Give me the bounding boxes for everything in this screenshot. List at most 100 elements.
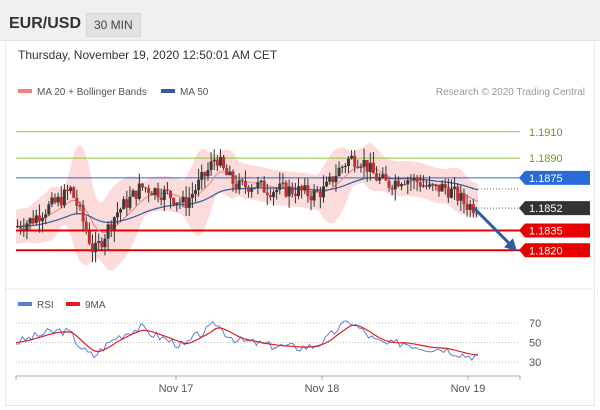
candle-body: [153, 188, 157, 196]
candle-body: [69, 187, 73, 192]
candle-body: [474, 213, 478, 215]
candle-body: [200, 172, 204, 180]
candle-body: [465, 203, 469, 210]
candle-body: [293, 193, 297, 196]
candle-body: [378, 177, 382, 181]
forecast-arrow: [472, 207, 517, 252]
candle-body: [297, 186, 301, 196]
candle-body: [190, 193, 194, 198]
candle-body: [471, 204, 475, 214]
candle-body: [284, 182, 288, 197]
candle-body: [331, 176, 335, 183]
level-label: 1.1875: [529, 173, 563, 185]
candle-body: [350, 155, 354, 159]
candle-body: [412, 177, 416, 181]
candle-body: [119, 209, 123, 213]
candle-body: [75, 197, 79, 206]
candle-body: [66, 189, 70, 192]
candle-body: [318, 191, 322, 198]
candle-body: [262, 180, 266, 193]
candle-body: [144, 187, 148, 189]
candle-body: [181, 196, 185, 203]
candle-body: [134, 190, 138, 199]
copyright-text: Research © 2020 Trading Central: [436, 87, 585, 98]
candle-body: [137, 183, 141, 199]
candle-body: [353, 155, 357, 167]
candle-body: [359, 166, 363, 168]
candle-body: [253, 187, 257, 189]
rsi-level-label: 30: [529, 357, 541, 369]
candle-body: [122, 199, 126, 210]
candle-body: [209, 161, 213, 170]
candle-body: [187, 197, 191, 208]
candle-body: [346, 158, 350, 167]
bollinger-band-fill: [16, 143, 478, 271]
candle-body: [112, 217, 116, 231]
candle-body: [453, 186, 457, 189]
rsi-level-label: 50: [529, 338, 541, 350]
candle-body: [265, 192, 269, 196]
candle-body: [325, 181, 329, 187]
candle-body: [428, 184, 432, 187]
candle-body: [28, 218, 32, 224]
chart-header: EUR/USD 30 MIN: [0, 0, 600, 41]
candle-body: [109, 224, 113, 231]
candle-body: [56, 196, 60, 203]
candle-body: [147, 188, 151, 193]
chart-timestamp: Thursday, November 19, 2020 12:50:01 AM …: [18, 48, 278, 62]
level-tag: [519, 170, 590, 185]
rsi-level-label: 70: [529, 318, 541, 330]
candle-body: [94, 242, 98, 253]
rsi-indicator: 70 50 30: [15, 318, 541, 369]
timeframe-badge[interactable]: 30 MIN: [86, 13, 141, 37]
price-level-tags: 1.1910 1.1890 1.1875 1.1852 1.1835 1.1820: [519, 127, 590, 258]
price-level-lines: [16, 131, 520, 252]
candle-body: [243, 181, 247, 188]
candle-body: [259, 180, 263, 183]
candle-body: [81, 205, 85, 222]
candle-body: [175, 202, 179, 205]
ma50-legend-label: MA 50: [180, 87, 209, 98]
candle-body: [418, 181, 422, 187]
candle-body: [375, 173, 379, 181]
time-axis-labels: Nov 17 Nov 18 Nov 19: [159, 376, 485, 395]
candle-body: [237, 180, 241, 190]
candle-body: [362, 159, 366, 167]
candle-body: [431, 184, 435, 186]
candle-body: [178, 202, 182, 204]
candle-body: [169, 190, 173, 199]
candle-body: [225, 168, 229, 176]
bollinger-legend-label: MA 20 + Bollinger Bands: [37, 87, 147, 98]
candle-body: [125, 199, 129, 208]
candle-body: [409, 180, 413, 182]
candle-body: [434, 184, 438, 186]
candle-body: [303, 185, 307, 191]
candle-body: [371, 162, 375, 174]
candle-body: [368, 162, 372, 172]
level-label: 1.1835: [529, 226, 563, 238]
candle-body: [140, 183, 144, 188]
candle-body: [340, 166, 344, 168]
candle-body: [50, 197, 54, 205]
ma9-legend-swatch: [66, 302, 80, 306]
candle-body: [449, 188, 453, 198]
candle-body: [212, 159, 216, 162]
candle-body: [343, 166, 347, 168]
candle-body: [165, 189, 169, 191]
candle-body: [281, 182, 285, 184]
candle-body: [78, 205, 82, 207]
candle-body: [41, 217, 45, 222]
candle-body: [162, 189, 166, 201]
candle-body: [443, 183, 447, 189]
candle-body: [34, 215, 38, 223]
candle-body: [272, 192, 276, 198]
candle-body: [150, 192, 154, 196]
candle-body: [103, 238, 107, 248]
candle-body: [440, 183, 444, 192]
chart-frame: [5, 40, 595, 406]
candle-body: [321, 186, 325, 198]
candle-body: [384, 174, 388, 181]
candle-body: [462, 193, 466, 204]
candle-body: [203, 172, 207, 177]
candle-body: [393, 180, 397, 190]
